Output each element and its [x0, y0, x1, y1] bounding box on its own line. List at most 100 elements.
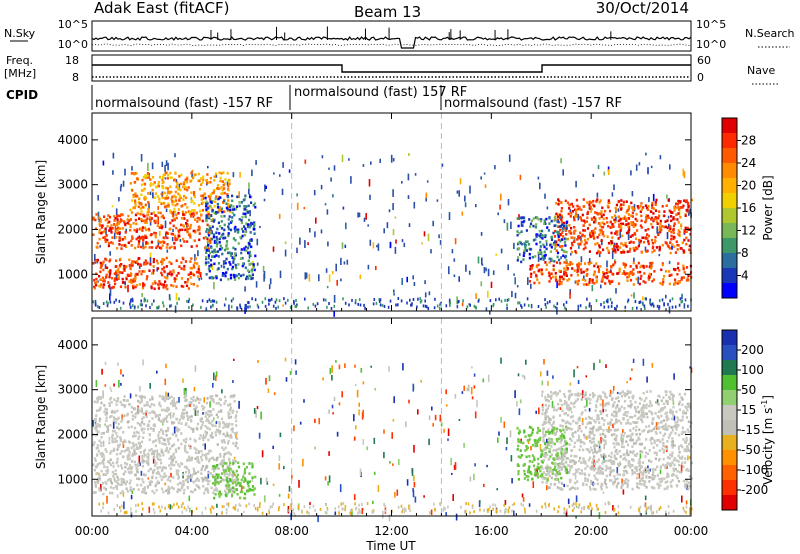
- echo-cell: [113, 411, 116, 414]
- freq-tick-top: 18: [65, 54, 79, 67]
- echo-cell: [577, 261, 581, 265]
- echo-cell: [136, 477, 139, 480]
- echo-cell: [645, 265, 648, 268]
- echo-cell: [136, 483, 139, 487]
- speckle: [425, 197, 427, 202]
- echo-cell: [620, 199, 623, 202]
- speckle: [542, 429, 544, 435]
- echo-cell: [155, 482, 158, 485]
- ground-band-cell: [436, 304, 439, 308]
- echo-cell: [249, 195, 252, 199]
- echo-cell: [205, 464, 208, 468]
- speckle: [393, 289, 395, 293]
- echo-cell: [111, 470, 114, 474]
- echo-cell: [96, 479, 99, 483]
- echo-cell: [220, 172, 223, 175]
- echo-cell: [532, 217, 535, 220]
- echo-cell: [212, 233, 216, 236]
- echo-cell: [619, 224, 622, 227]
- echo-cell: [151, 489, 154, 493]
- ground-band-cell: [301, 509, 303, 513]
- echo-cell: [211, 208, 214, 212]
- ground-band-cell: [424, 304, 427, 308]
- echo-cell: [159, 419, 162, 423]
- speckle: [481, 263, 484, 266]
- echo-cell: [233, 432, 236, 435]
- echo-cell: [201, 420, 205, 424]
- echo-cell: [211, 456, 215, 460]
- echo-cell: [516, 426, 519, 430]
- echo-cell: [151, 246, 154, 249]
- speckle: [308, 273, 311, 282]
- speckle: [645, 152, 647, 156]
- echo-cell: [595, 262, 598, 265]
- echo-cell: [92, 217, 95, 221]
- echo-cell: [129, 464, 132, 467]
- echo-cell: [548, 450, 551, 453]
- echo-cell: [148, 398, 152, 402]
- echo-cell: [227, 227, 230, 231]
- echo-cell: [94, 459, 97, 462]
- echo-cell: [245, 209, 248, 212]
- echo-cell: [577, 242, 580, 246]
- echo-cell: [153, 231, 156, 235]
- echo-cell: [135, 411, 138, 415]
- echo-cell: [129, 274, 132, 277]
- ground-band-cell: [511, 509, 513, 513]
- echo-cell: [613, 214, 617, 217]
- echo-cell: [224, 399, 227, 403]
- echo-cell: [180, 442, 183, 446]
- echo-cell: [542, 234, 545, 238]
- speckle: [434, 414, 437, 421]
- echo-cell: [226, 172, 229, 175]
- echo-cell: [139, 264, 143, 267]
- ground-band-cell: [434, 507, 436, 511]
- echo-cell: [581, 278, 584, 281]
- echo-cell: [225, 476, 228, 479]
- ground-band-cell: [230, 305, 233, 309]
- echo-cell: [100, 226, 103, 229]
- speckle: [367, 264, 370, 270]
- echo-cell: [650, 238, 654, 242]
- echo-cell: [565, 264, 568, 268]
- speckle: [537, 253, 540, 262]
- ground-band-cell: [568, 505, 571, 509]
- echo-cell: [150, 403, 153, 406]
- echo-cell: [190, 402, 193, 405]
- echo-cell: [111, 440, 115, 444]
- echo-cell: [120, 403, 123, 406]
- echo-cell: [148, 246, 151, 249]
- echo-cell: [557, 472, 560, 476]
- echo-cell: [158, 175, 162, 179]
- echo-cell: [159, 466, 162, 469]
- echo-cell: [646, 237, 649, 240]
- echo-cell: [610, 225, 613, 229]
- ground-band-cell: [358, 503, 360, 507]
- echo-cell: [237, 461, 240, 464]
- echo-cell: [164, 417, 167, 421]
- echo-cell: [144, 236, 147, 239]
- speckle: [183, 388, 186, 396]
- speckle: [417, 409, 419, 415]
- echo-cell: [649, 261, 652, 265]
- echo-cell: [180, 173, 183, 177]
- ground-band-cell: [334, 507, 337, 511]
- speckle: [202, 412, 204, 415]
- echo-cell: [167, 408, 171, 412]
- echo-cell: [576, 204, 579, 208]
- ground-band-cell: [489, 299, 492, 303]
- echo-cell: [94, 227, 97, 230]
- echo-cell: [129, 225, 132, 228]
- echo-cell: [197, 275, 200, 278]
- echo-cell: [136, 421, 139, 425]
- speckle: [211, 263, 214, 271]
- echo-cell: [167, 204, 170, 207]
- speckle: [362, 381, 365, 385]
- echo-cell: [161, 442, 164, 445]
- echo-cell: [617, 237, 620, 240]
- echo-cell: [536, 216, 539, 220]
- echo-cell: [169, 171, 172, 175]
- echo-cell: [134, 434, 137, 438]
- ground-band-cell: [427, 307, 430, 310]
- echo-cell: [190, 415, 193, 418]
